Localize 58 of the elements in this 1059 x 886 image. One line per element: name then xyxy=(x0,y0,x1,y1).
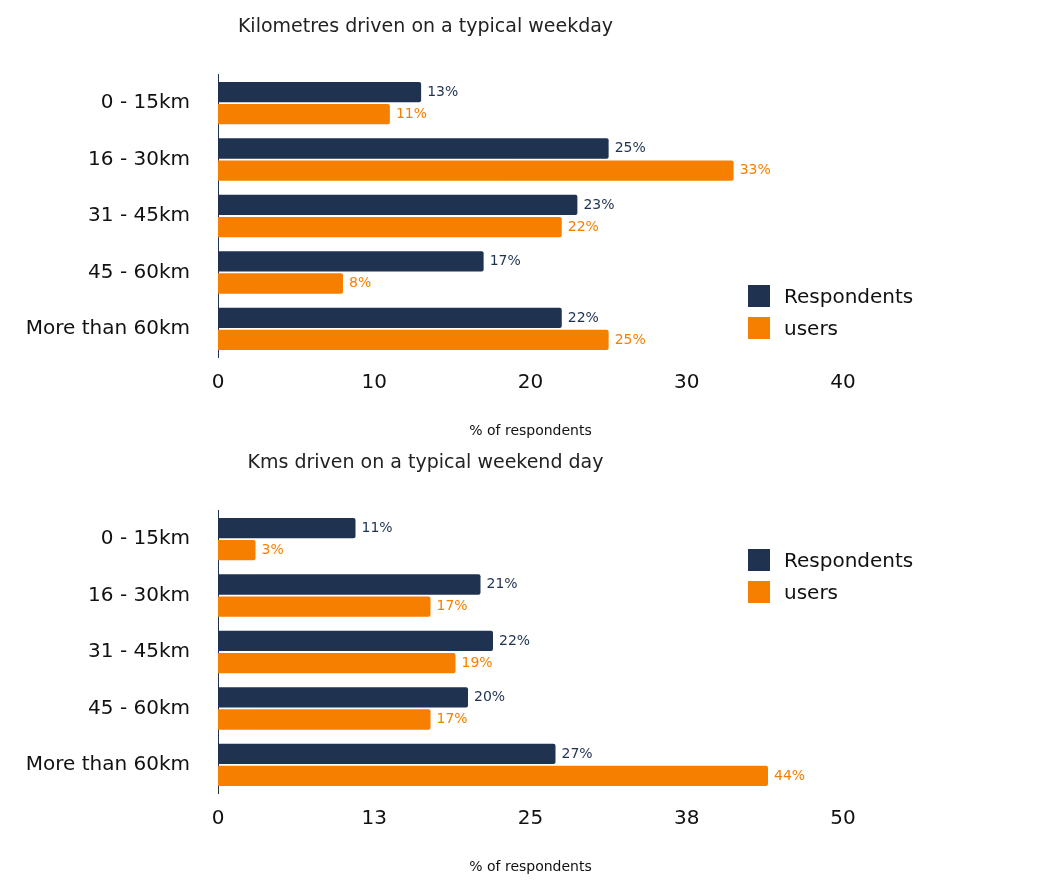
bar xyxy=(218,765,768,787)
data-label: 25% xyxy=(614,330,646,347)
data-label: 25% xyxy=(614,139,646,156)
bar xyxy=(218,160,734,181)
data-label: 22% xyxy=(499,631,531,648)
x-tick-label: 0 xyxy=(211,805,225,830)
data-label: 17% xyxy=(489,252,521,269)
y-tick-label: 0 - 15km xyxy=(100,525,190,550)
data-label: 33% xyxy=(739,161,771,178)
legend-label: Respondents xyxy=(784,284,914,308)
x-tick-label: 13 xyxy=(361,805,387,830)
data-label: 27% xyxy=(561,744,593,761)
x-tick-label: 0 xyxy=(211,369,225,394)
x-tick-label: 40 xyxy=(830,369,856,394)
legend-label: Respondents xyxy=(784,548,914,572)
x-tick-label: 20 xyxy=(517,369,544,394)
y-tick-label: 45 - 60km xyxy=(88,258,190,283)
x-tick-label: 30 xyxy=(674,369,700,394)
bar xyxy=(218,273,343,294)
x-axis-title: % of respondents xyxy=(469,422,592,439)
data-label: 22% xyxy=(567,217,599,234)
legend-label: users xyxy=(784,316,839,340)
chart-title: Kilometres driven on a typical weekday xyxy=(237,14,614,37)
data-label: 22% xyxy=(567,308,599,325)
bar xyxy=(218,216,562,238)
bar xyxy=(218,539,256,561)
x-tick-label: 25 xyxy=(517,805,544,830)
x-tick-label: 10 xyxy=(361,369,387,394)
data-label: 17% xyxy=(436,597,468,614)
y-tick-label: 45 - 60km xyxy=(88,694,190,719)
y-tick-label: 31 - 45km xyxy=(88,202,190,227)
data-label: 23% xyxy=(583,195,615,212)
y-tick-label: 0 - 15km xyxy=(100,89,190,114)
data-label: 19% xyxy=(461,653,493,670)
bar xyxy=(218,709,431,730)
bar xyxy=(218,103,390,125)
chart-title: Kms driven on a typical weekend day xyxy=(247,450,604,473)
bar xyxy=(218,329,609,351)
data-label: 11% xyxy=(395,104,427,121)
data-label: 11% xyxy=(361,518,393,535)
y-tick-label: More than 60km xyxy=(25,315,190,340)
bar xyxy=(218,596,431,617)
data-label: 20% xyxy=(474,688,506,705)
data-label: 13% xyxy=(427,82,459,99)
bar xyxy=(218,652,456,674)
data-label: 8% xyxy=(349,274,372,291)
data-label: 3% xyxy=(261,540,284,557)
data-label: 21% xyxy=(486,575,518,592)
data-label: 44% xyxy=(774,766,806,783)
legend-label: users xyxy=(784,580,839,604)
x-tick-label: 50 xyxy=(830,805,856,830)
y-tick-label: 16 - 30km xyxy=(88,581,190,606)
y-tick-label: 31 - 45km xyxy=(88,638,190,663)
y-tick-label: 16 - 30km xyxy=(88,145,190,170)
x-axis-title: % of respondents xyxy=(469,858,592,875)
y-tick-label: More than 60km xyxy=(25,751,190,776)
x-tick-label: 38 xyxy=(674,805,700,830)
data-label: 17% xyxy=(436,710,468,727)
